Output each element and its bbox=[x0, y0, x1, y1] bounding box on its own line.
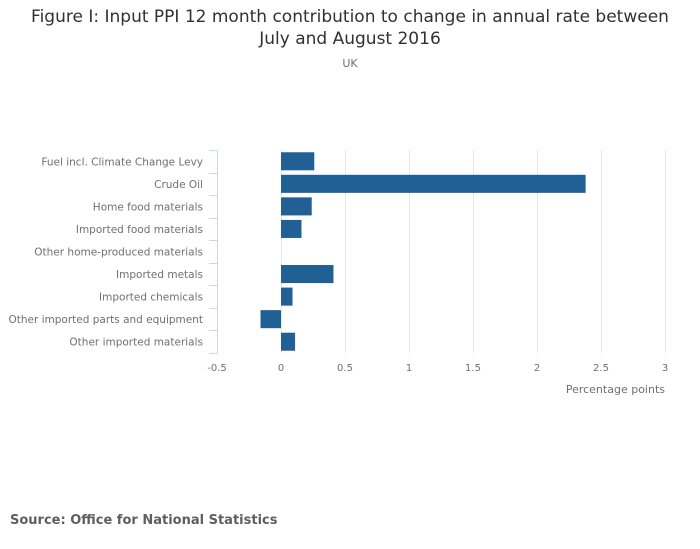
category-label: Imported chemicals bbox=[99, 292, 203, 304]
category-label: Home food materials bbox=[93, 201, 203, 213]
bar bbox=[281, 152, 315, 171]
bar bbox=[281, 287, 293, 306]
bar bbox=[281, 174, 586, 193]
chart-title-line-2: July and August 2016 bbox=[259, 29, 441, 49]
y-axis: Fuel incl. Climate Change Levy Crude Oil H… bbox=[8, 150, 218, 354]
bar bbox=[281, 332, 296, 351]
source-note: Source: Office for National Statistics bbox=[10, 513, 278, 528]
x-tick-label: 1 bbox=[406, 363, 412, 374]
x-tick-label: -0.5 bbox=[207, 363, 227, 374]
bar bbox=[281, 197, 312, 216]
chart-title: Figure I: Input PPI 12 month contributio… bbox=[0, 6, 700, 50]
chart-subtitle: UK bbox=[342, 57, 358, 70]
x-axis-label: Percentage points bbox=[566, 383, 665, 396]
bars bbox=[260, 152, 586, 351]
x-tick-labels: -0.5 0 0.5 1 1.5 2 2.5 3 bbox=[207, 363, 668, 374]
x-tick-label: 1.5 bbox=[465, 363, 481, 374]
category-label: Other imported materials bbox=[69, 337, 203, 349]
x-tick-label: 3 bbox=[662, 363, 668, 374]
category-label: Imported food materials bbox=[76, 224, 203, 236]
category-label: Other home-produced materials bbox=[34, 247, 203, 259]
x-tick-label: 0 bbox=[278, 363, 284, 374]
category-label: Other imported parts and equipment bbox=[8, 314, 203, 326]
x-tick-label: 2 bbox=[534, 363, 540, 374]
category-label: Crude Oil bbox=[154, 179, 203, 191]
x-tick-label: 2.5 bbox=[593, 363, 609, 374]
bar bbox=[281, 219, 302, 238]
chart-title-line-1: Figure I: Input PPI 12 month contributio… bbox=[31, 7, 669, 27]
category-label: Imported metals bbox=[116, 269, 203, 281]
x-tick-label: 0.5 bbox=[337, 363, 353, 374]
category-label: Fuel incl. Climate Change Levy bbox=[41, 156, 203, 168]
bar bbox=[260, 310, 281, 329]
bar bbox=[281, 265, 334, 284]
